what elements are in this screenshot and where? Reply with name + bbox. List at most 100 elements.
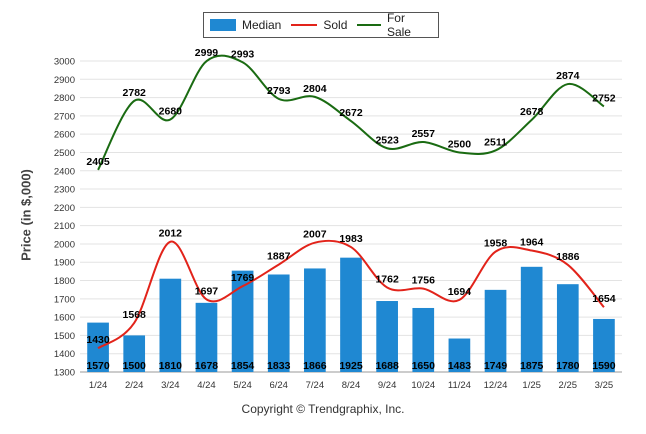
data-label-for-sale: 2557 [412, 128, 436, 140]
x-tick-label: 7/24 [306, 380, 325, 391]
data-label-for-sale: 2804 [303, 83, 327, 95]
data-label-median: 1500 [123, 360, 147, 372]
data-label-sold: 1430 [86, 334, 110, 346]
data-label-for-sale: 2511 [484, 136, 507, 148]
data-label-sold: 1762 [375, 273, 399, 285]
y-tick-label: 2500 [54, 148, 75, 159]
data-label-for-sale: 2999 [195, 47, 219, 59]
data-label-median: 1925 [339, 360, 363, 372]
x-tick-label: 2/24 [125, 380, 144, 391]
legend-swatch-sold [291, 24, 318, 26]
bar-median [520, 266, 543, 372]
data-label-median: 1875 [520, 360, 544, 372]
data-label-median: 1483 [448, 360, 472, 372]
data-label-sold: 1983 [339, 233, 363, 245]
data-label-for-sale: 2874 [556, 70, 580, 82]
bar-median [412, 307, 435, 372]
y-tick-label: 2200 [54, 203, 75, 214]
y-tick-label: 2300 [54, 185, 75, 196]
data-label-sold: 1568 [123, 309, 147, 321]
data-label-median: 1749 [484, 360, 508, 372]
data-label-sold: 1756 [412, 275, 436, 287]
x-tick-label: 1/24 [89, 380, 108, 391]
bar-median [195, 302, 218, 372]
legend-label-for-sale: For Sale [386, 11, 411, 39]
data-label-median: 1590 [592, 360, 616, 372]
legend-label-sold: Sold [323, 18, 348, 32]
data-label-for-sale: 2782 [123, 87, 147, 99]
legend-item-sold[interactable]: Sold [291, 18, 347, 32]
x-tick-label: 4/24 [197, 380, 216, 391]
data-label-sold: 2012 [159, 228, 183, 240]
data-label-for-sale: 2405 [86, 156, 110, 168]
y-tick-label: 2400 [54, 166, 75, 177]
x-tick-label: 2/25 [559, 380, 578, 391]
legend-swatch-median [210, 19, 236, 31]
line-for-sale [97, 54, 605, 171]
data-label-sold: 1697 [195, 285, 219, 297]
bar-median [340, 257, 362, 372]
y-tick-label: 2800 [54, 93, 75, 104]
x-tick-label: 8/24 [342, 380, 361, 391]
data-label-median: 1854 [231, 360, 255, 372]
bar-median [123, 335, 146, 372]
bar-median [376, 301, 398, 372]
x-tick-label: 6/24 [269, 380, 288, 391]
data-label-for-sale: 2793 [267, 85, 291, 97]
data-label-for-sale: 2672 [339, 107, 363, 119]
x-tick-label: 1/25 [522, 380, 541, 391]
data-label-median: 1780 [556, 360, 580, 372]
data-label-sold: 1887 [267, 251, 291, 263]
data-label-median: 1866 [303, 360, 327, 372]
data-label-for-sale: 2678 [520, 106, 544, 118]
y-tick-label: 1400 [54, 349, 75, 360]
data-label-sold: 1964 [520, 237, 544, 249]
data-label-median: 1570 [86, 360, 110, 372]
y-tick-label: 2900 [54, 75, 75, 86]
copyright-text: Copyright © Trendgraphix, Inc. [241, 402, 405, 416]
legend: Median Sold For Sale [203, 11, 439, 39]
y-tick-label: 1500 [54, 331, 75, 342]
bar-median [593, 318, 615, 372]
bar-median [556, 284, 579, 372]
y-tick-label: 1900 [54, 258, 75, 269]
data-label-sold: 2007 [303, 229, 327, 241]
x-tick-label: 3/25 [595, 380, 614, 391]
data-label-median: 1833 [267, 360, 291, 372]
x-tick-label: 12/24 [484, 380, 508, 391]
y-tick-label: 2600 [54, 130, 75, 141]
data-label-sold: 1769 [231, 272, 255, 284]
y-tick-label: 1800 [54, 276, 75, 287]
data-label-median: 1678 [195, 360, 219, 372]
data-label-for-sale: 2500 [448, 138, 472, 150]
x-tick-label: 3/24 [161, 380, 180, 391]
bar-median [448, 338, 471, 372]
data-label-for-sale: 2523 [375, 134, 399, 146]
bar-median [159, 278, 182, 372]
data-label-median: 1688 [375, 360, 399, 372]
bar-median [484, 289, 507, 372]
data-label-for-sale: 2993 [231, 48, 255, 60]
legend-label-median: Median [242, 18, 282, 32]
bar-median [267, 274, 290, 372]
legend-item-for-sale[interactable]: For Sale [357, 11, 428, 39]
data-label-for-sale: 2752 [592, 92, 616, 104]
data-label-median: 1810 [159, 360, 183, 372]
legend-item-median[interactable]: Median [210, 18, 281, 32]
data-label-for-sale: 2680 [159, 106, 183, 118]
y-tick-label: 3000 [54, 57, 75, 68]
x-tick-label: 9/24 [378, 380, 397, 391]
data-label-median: 1650 [412, 360, 436, 372]
y-tick-label: 1600 [54, 313, 75, 324]
y-tick-label: 1300 [54, 368, 75, 379]
y-tick-label: 2000 [54, 239, 75, 250]
legend-swatch-for-sale [357, 24, 381, 26]
y-tick-label: 1700 [54, 294, 75, 305]
data-label-sold: 1694 [448, 286, 472, 298]
x-tick-label: 5/24 [233, 380, 252, 391]
line-sold [97, 239, 605, 350]
x-tick-label: 10/24 [411, 380, 435, 391]
bar-median [304, 268, 326, 372]
bar-median [231, 270, 254, 372]
y-tick-label: 2100 [54, 221, 75, 232]
